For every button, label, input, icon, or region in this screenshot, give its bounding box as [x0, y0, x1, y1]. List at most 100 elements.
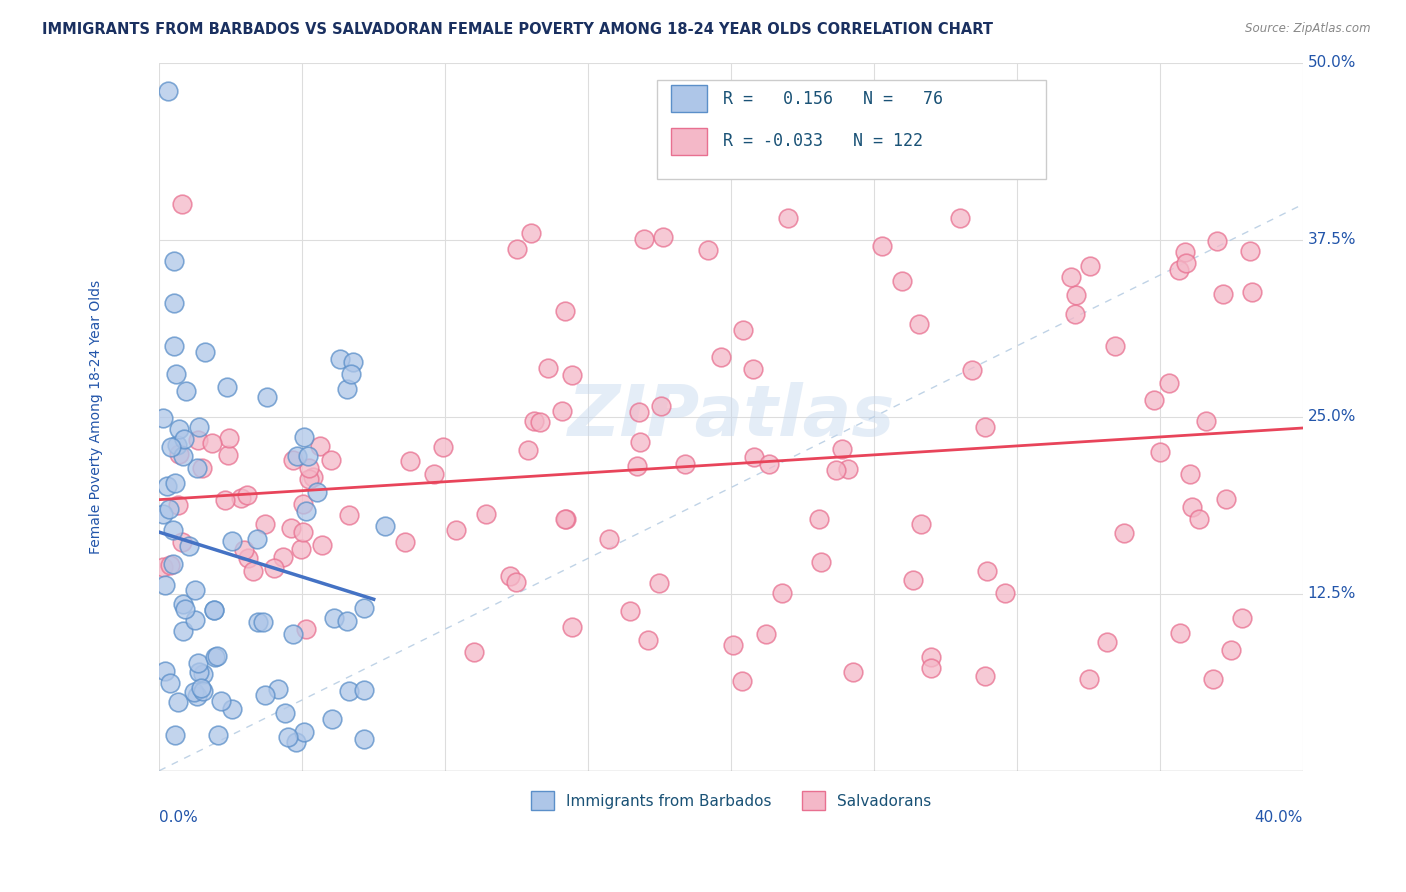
Point — [810, 555, 832, 569]
Point — [273, 706, 295, 720]
Text: ZIPatlas: ZIPatlas — [568, 382, 894, 451]
Point — [710, 350, 733, 364]
Point — [1180, 467, 1202, 482]
Point — [295, 623, 318, 637]
Text: 37.5%: 37.5% — [1308, 232, 1355, 247]
Point — [1078, 259, 1101, 273]
Point — [994, 586, 1017, 600]
Point — [291, 525, 314, 540]
Point — [825, 463, 848, 477]
Point — [174, 384, 197, 399]
Point — [742, 450, 765, 465]
Point — [523, 414, 546, 428]
Point — [475, 507, 498, 521]
Point — [1104, 339, 1126, 353]
Point — [295, 504, 318, 518]
Text: R = -0.033   N = 122: R = -0.033 N = 122 — [723, 132, 924, 150]
Point — [1060, 269, 1083, 284]
Point — [506, 242, 529, 256]
Point — [529, 415, 551, 429]
Point — [183, 685, 205, 699]
Point — [650, 399, 672, 413]
Point — [973, 669, 995, 683]
Point — [152, 507, 174, 521]
Point — [742, 362, 765, 376]
Point — [285, 735, 308, 749]
Text: 12.5%: 12.5% — [1308, 586, 1355, 601]
Text: R =   0.156   N =   76: R = 0.156 N = 76 — [723, 90, 943, 108]
Point — [1188, 512, 1211, 526]
Point — [398, 454, 420, 468]
Legend: Immigrants from Barbados, Salvadorans: Immigrants from Barbados, Salvadorans — [524, 785, 938, 816]
FancyBboxPatch shape — [657, 80, 1046, 179]
Point — [831, 442, 853, 457]
Point — [321, 712, 343, 726]
Point — [561, 620, 583, 634]
Point — [292, 430, 315, 444]
Point — [555, 512, 578, 526]
Point — [1220, 642, 1243, 657]
Point — [194, 345, 217, 359]
Bar — [671, 128, 707, 154]
Point — [236, 488, 259, 502]
Point — [167, 447, 190, 461]
Point — [463, 645, 485, 659]
Point — [758, 458, 780, 472]
Bar — [671, 86, 707, 112]
Point — [554, 512, 576, 526]
Point — [186, 461, 208, 475]
Point — [733, 323, 755, 337]
Point — [323, 611, 346, 625]
Point — [960, 363, 983, 377]
Text: Source: ZipAtlas.com: Source: ZipAtlas.com — [1246, 22, 1371, 36]
Point — [561, 368, 583, 382]
Point — [172, 449, 194, 463]
Point — [770, 586, 793, 600]
Point — [328, 351, 350, 366]
Point — [233, 543, 256, 558]
Text: 0.0%: 0.0% — [159, 810, 198, 824]
Point — [1167, 263, 1189, 277]
Point — [217, 448, 239, 462]
Point — [697, 244, 720, 258]
Point — [162, 557, 184, 571]
Point — [172, 197, 194, 211]
Point — [163, 475, 186, 490]
Point — [973, 420, 995, 434]
Point — [1143, 393, 1166, 408]
Point — [374, 519, 396, 533]
Point — [252, 615, 274, 629]
Point — [165, 728, 187, 742]
Point — [162, 524, 184, 538]
Point — [309, 439, 332, 453]
Point — [166, 438, 188, 452]
Point — [157, 501, 180, 516]
Point — [949, 211, 972, 226]
Point — [256, 390, 278, 404]
Point — [162, 296, 184, 310]
Point — [517, 443, 540, 458]
Point — [730, 674, 752, 689]
Point — [423, 467, 446, 481]
Point — [177, 539, 200, 553]
Point — [520, 226, 543, 240]
Point — [1239, 244, 1261, 258]
Point — [156, 84, 179, 98]
Point — [214, 492, 236, 507]
Point — [628, 435, 651, 450]
Point — [340, 368, 363, 382]
Point — [184, 613, 207, 627]
Point — [626, 458, 648, 473]
Point — [209, 694, 232, 708]
Point — [253, 516, 276, 531]
Point — [319, 453, 342, 467]
Point — [231, 491, 253, 506]
Point — [837, 462, 859, 476]
Point — [353, 601, 375, 615]
Point — [298, 460, 321, 475]
Point — [152, 411, 174, 425]
Point — [165, 367, 187, 381]
Point — [156, 479, 179, 493]
Point — [283, 627, 305, 641]
Point — [446, 523, 468, 537]
